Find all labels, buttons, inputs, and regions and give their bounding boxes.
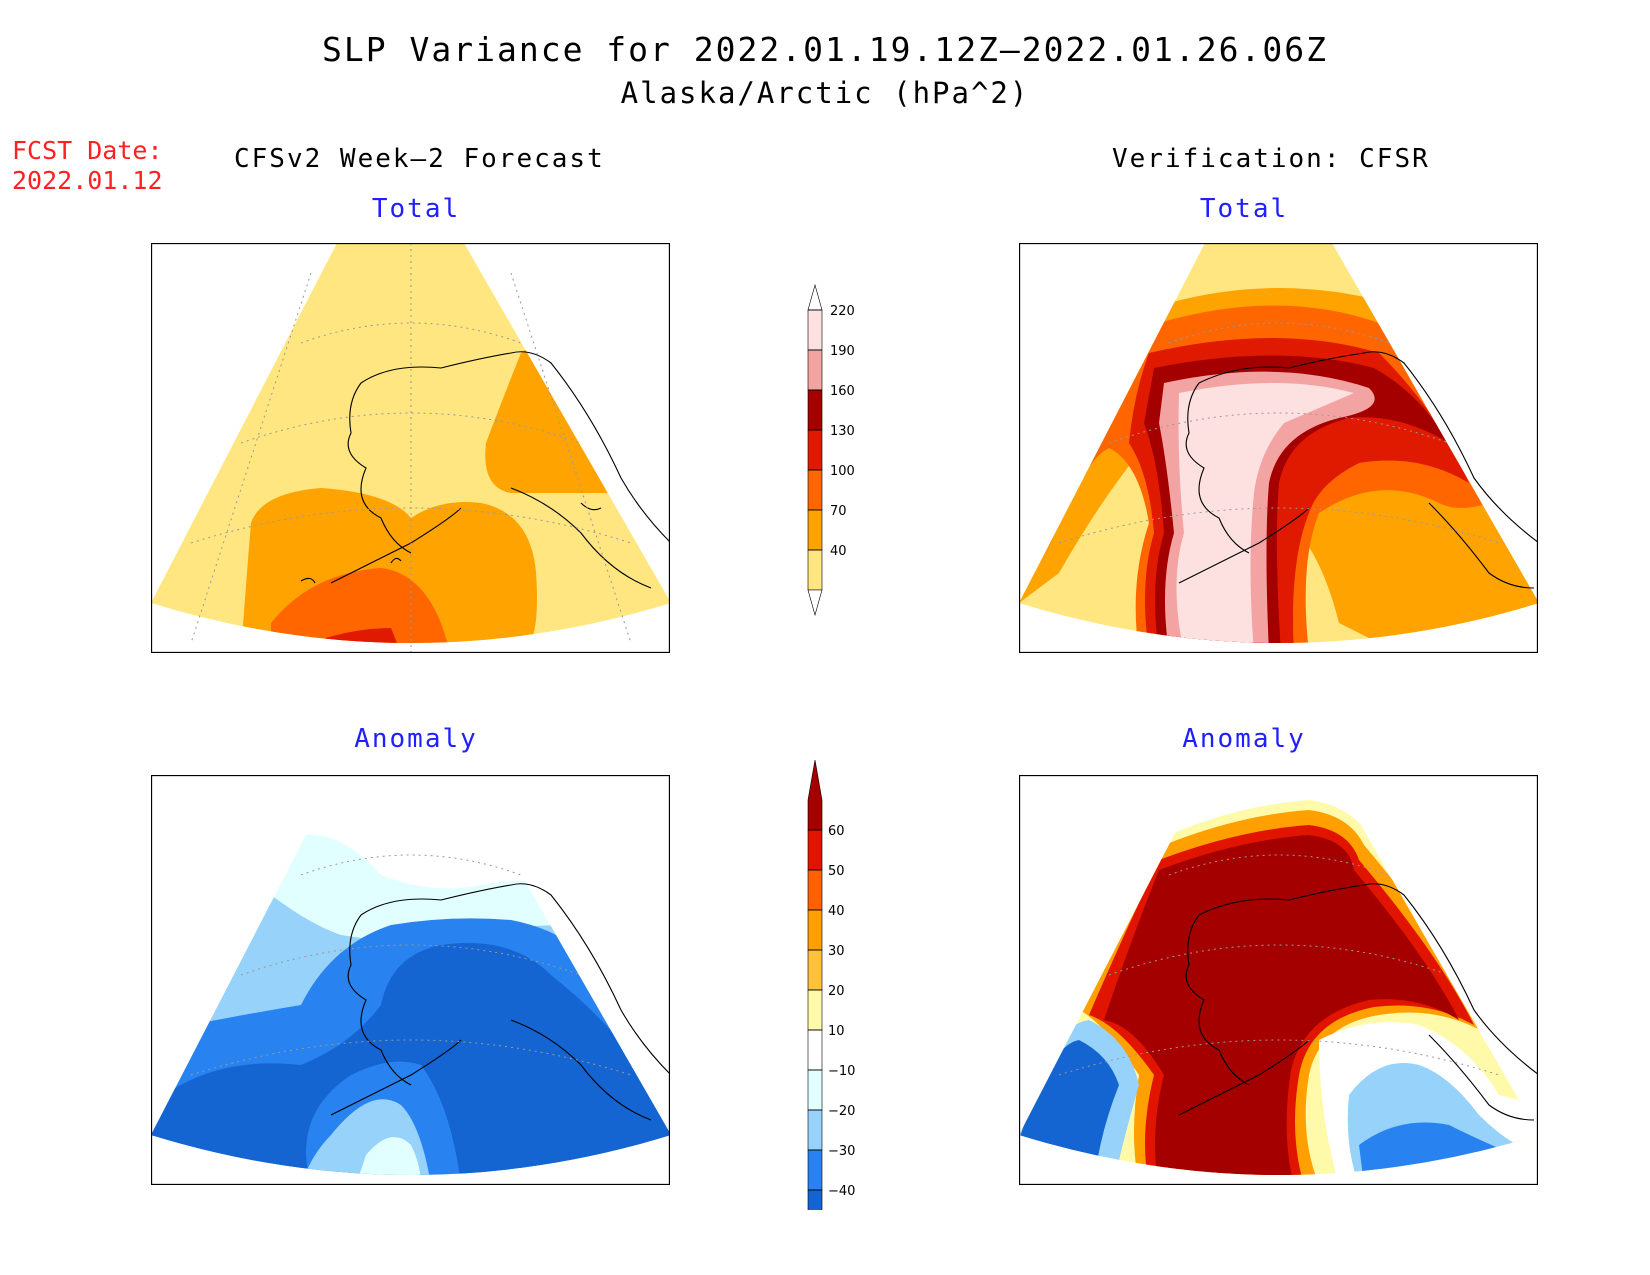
colorbar-bin (807, 1029, 823, 1071)
total-colorbar: 40 70 100 130 160 190 220 (807, 283, 855, 617)
forecast-total-map (151, 243, 670, 653)
anomaly-contour-above-60 (1104, 835, 1459, 1175)
colorbar-bin (807, 829, 823, 871)
colorbar-tick-label: 220 (830, 304, 855, 319)
forecast-date-label: FCST Date: (12, 136, 163, 165)
main-title: SLP Variance for 2022.01.19.12Z—2022.01.… (322, 30, 1328, 69)
verification-column-title: Verification: CFSR (1112, 144, 1430, 174)
colorbar-bin (807, 309, 823, 351)
top-right-panel-title: Total (1199, 194, 1289, 224)
colorbar-tick-label: 70 (830, 504, 847, 519)
colorbar-bin (807, 469, 823, 511)
colorbar-tick-label: 10 (828, 1024, 845, 1039)
map-frame (151, 775, 670, 1185)
forecast-anomaly-map (151, 775, 670, 1185)
colorbar-bin (807, 989, 823, 1031)
total-contour-220-plus (1176, 383, 1354, 643)
colorbar-bin (807, 1149, 823, 1191)
colorbar-tick-label: 100 (830, 464, 855, 479)
colorbar-tick-label: 60 (828, 824, 845, 839)
colorbar-tick-label: 130 (830, 424, 855, 439)
colorbar-bin (807, 1109, 823, 1151)
bottom-left-panel-title: Anomaly (354, 724, 478, 754)
anomaly-contour-below-minus40 (151, 943, 670, 1175)
colorbar-tick-label: −10 (828, 1064, 855, 1079)
colorbar-bin (807, 1069, 823, 1111)
graticule (190, 854, 632, 1076)
colorbar-tick-label: 40 (830, 544, 847, 559)
verification-total-map (1019, 243, 1538, 653)
total-contour-100-130 (271, 568, 451, 643)
forecast-column-title: CFSv2 Week—2 Forecast (234, 144, 605, 174)
map-frame (1019, 243, 1538, 653)
graticule (190, 243, 632, 653)
verification-anomaly-map (1019, 775, 1538, 1185)
colorbar-tick-label: −30 (828, 1144, 855, 1159)
colorbar-bin (807, 509, 823, 551)
colorbar-tick-label: 30 (828, 944, 845, 959)
colorbar-bin (807, 429, 823, 471)
colorbar-bin (807, 549, 823, 591)
graticule (1058, 854, 1500, 1076)
colorbar-tick-label: 50 (828, 864, 845, 879)
colorbar-bin (807, 283, 823, 311)
coastline (1178, 351, 1538, 589)
coastline (330, 883, 670, 1121)
colorbar-bin (807, 349, 823, 391)
top-left-panel-title: Total (371, 194, 461, 224)
colorbar-tick-label: −20 (828, 1104, 855, 1119)
colorbar-bin (807, 949, 823, 991)
colorbar-bin (807, 759, 823, 831)
total-contour-130-160 (301, 628, 401, 643)
forecast-date-value: 2022.01.12 (12, 166, 163, 195)
anomaly-contour-minus10-20 (356, 1137, 421, 1175)
coastline (1178, 883, 1538, 1121)
colorbar-tick-label: −40 (828, 1184, 855, 1199)
graticule (1058, 322, 1500, 544)
colorbar-tick-label: 20 (828, 984, 845, 999)
map-frame (151, 243, 670, 653)
main-subtitle: Alaska/Arctic (hPa^2) (620, 76, 1030, 110)
colorbar-bin (807, 869, 823, 911)
bottom-right-panel-title: Anomaly (1182, 724, 1306, 754)
colorbar-bin (807, 1189, 823, 1210)
coastline (300, 351, 670, 589)
colorbar-tick-label: 160 (830, 384, 855, 399)
forecast-date-block: FCST Date: 2022.01.12 (12, 136, 163, 196)
colorbar-bin (807, 589, 823, 617)
colorbar-tick-label: 190 (830, 344, 855, 359)
colorbar-bin (807, 909, 823, 951)
colorbar-tick-label: 40 (828, 904, 845, 919)
anomaly-colorbar: −40 −30 −20 −10 10 20 30 40 50 60 (807, 759, 855, 1210)
anomaly-contour-below-minus40 (1019, 1040, 1119, 1175)
colorbar-bin (807, 389, 823, 431)
map-frame (1019, 775, 1538, 1185)
